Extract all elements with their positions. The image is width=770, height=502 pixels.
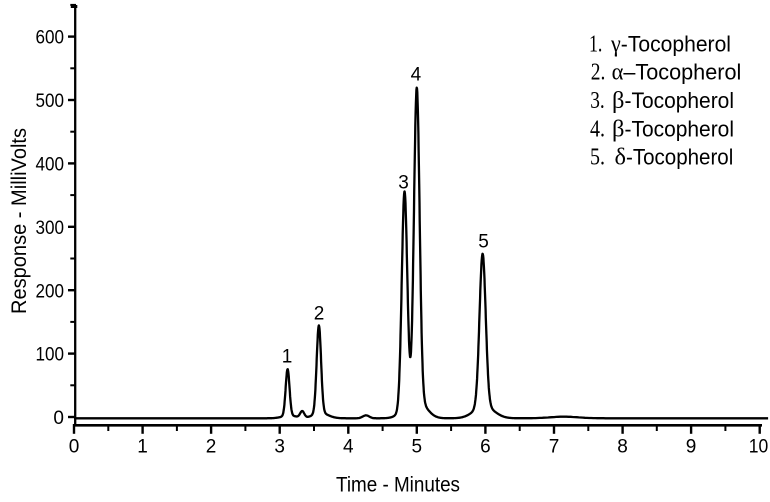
svg-text:1: 1 <box>282 347 293 368</box>
svg-text:5: 5 <box>478 231 489 252</box>
svg-text:9: 9 <box>686 437 697 458</box>
svg-text:3: 3 <box>274 437 285 458</box>
svg-text:1: 1 <box>137 437 148 458</box>
svg-text:α: α <box>612 60 624 86</box>
svg-text:–Tocopherol: –Tocopherol <box>623 60 741 85</box>
svg-text:600: 600 <box>36 28 65 49</box>
svg-text:4.: 4. <box>590 116 605 142</box>
svg-text:-Tocopherol: -Tocopherol <box>625 116 735 141</box>
svg-text:δ: δ <box>615 145 627 171</box>
svg-text:3.: 3. <box>590 88 605 114</box>
svg-text:100: 100 <box>36 345 65 366</box>
svg-text:3: 3 <box>398 172 409 193</box>
svg-text:5.: 5. <box>590 145 605 171</box>
svg-text:4: 4 <box>343 437 354 458</box>
svg-text:2.: 2. <box>591 60 606 86</box>
svg-text:300: 300 <box>36 218 65 239</box>
svg-text:Response - MilliVolts: Response - MilliVolts <box>8 128 31 314</box>
svg-text:8: 8 <box>617 437 628 458</box>
svg-text:Time - Minutes: Time - Minutes <box>336 474 460 497</box>
svg-text:β: β <box>612 88 625 114</box>
svg-text:10: 10 <box>749 437 769 458</box>
svg-text:6: 6 <box>480 437 491 458</box>
svg-text:500: 500 <box>36 91 65 112</box>
svg-text:-Tocopherol: -Tocopherol <box>626 145 733 170</box>
svg-text:-Tocopherol: -Tocopherol <box>621 32 731 57</box>
svg-text:-Tocopherol: -Tocopherol <box>625 88 735 113</box>
svg-text:β: β <box>612 116 625 142</box>
svg-text:1.: 1. <box>589 32 602 58</box>
svg-text:5: 5 <box>412 437 423 458</box>
svg-text:7: 7 <box>549 437 560 458</box>
svg-text:2: 2 <box>206 437 217 458</box>
svg-text:γ: γ <box>610 32 621 58</box>
svg-text:0: 0 <box>69 437 80 458</box>
svg-text:200: 200 <box>36 281 65 302</box>
svg-text:400: 400 <box>36 155 65 176</box>
svg-text:2: 2 <box>314 303 325 324</box>
svg-text:4: 4 <box>411 64 422 85</box>
svg-text:0: 0 <box>53 408 64 429</box>
